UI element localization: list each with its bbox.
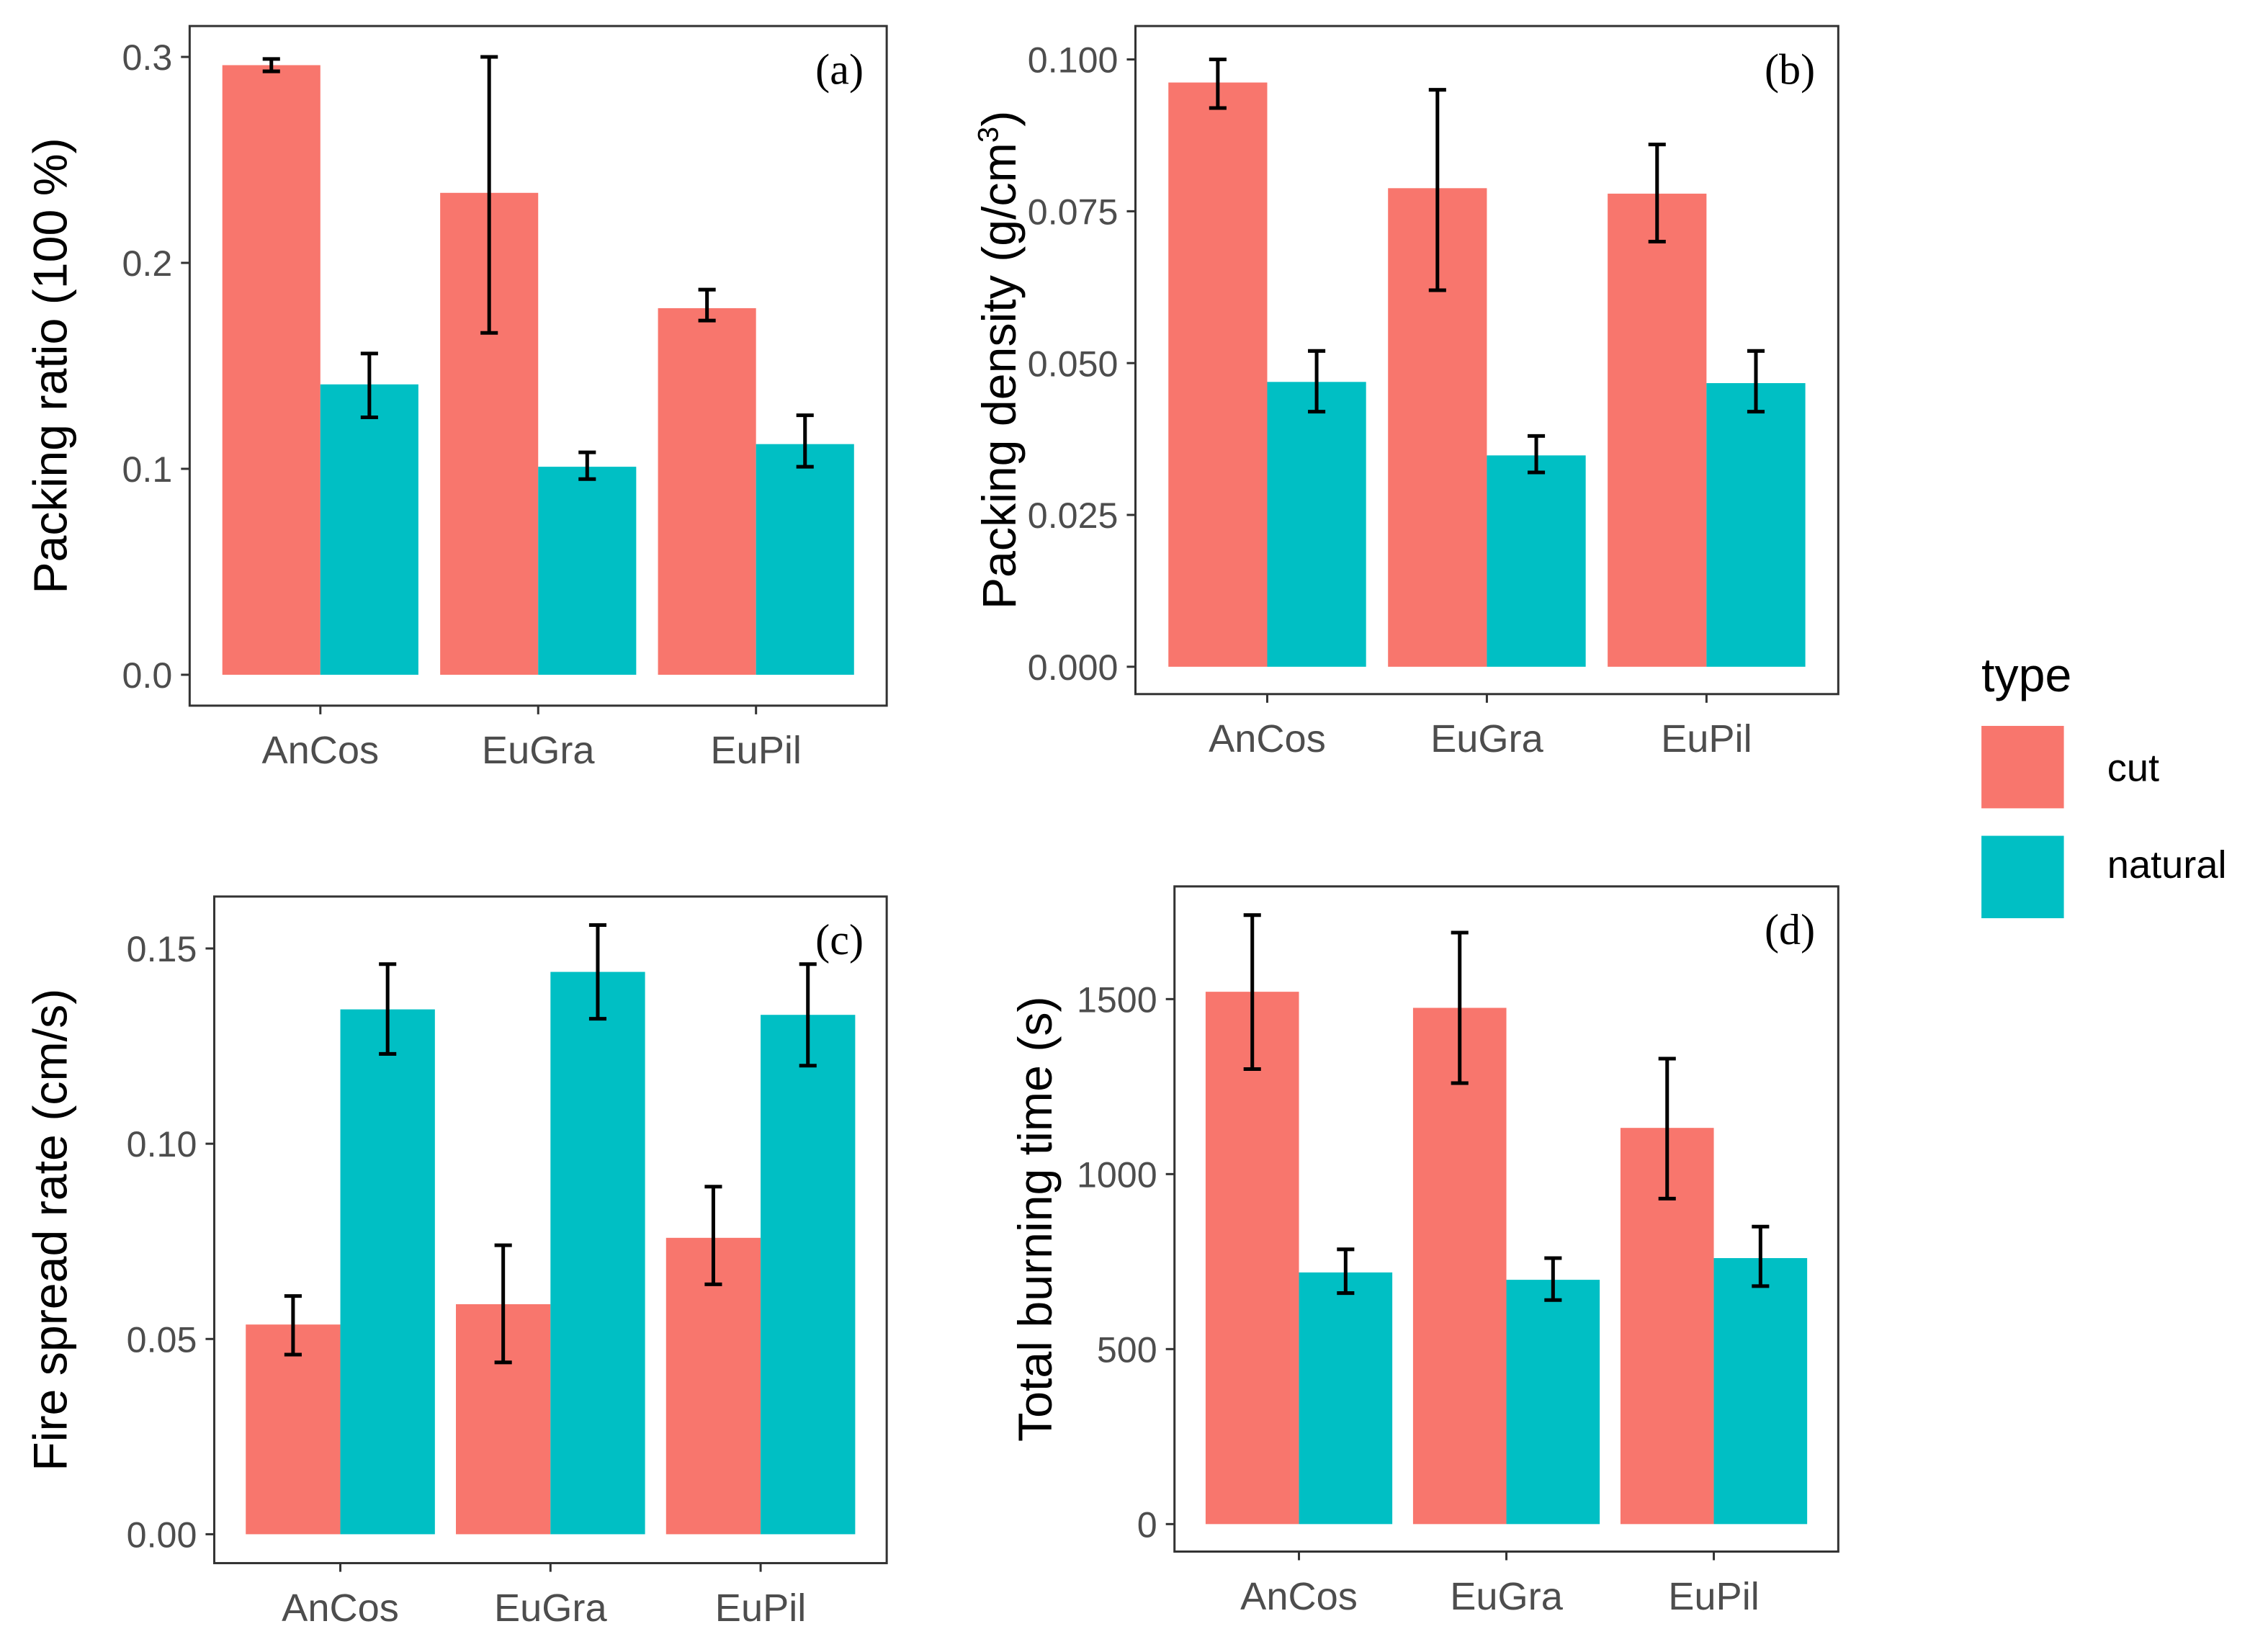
errorbar-cut-EuGra [1428, 88, 1446, 292]
panel-tag: (c) [815, 916, 864, 964]
errorbar-cut-EuGra [1451, 930, 1469, 1085]
y-axis-label-text: Total burning time (s) [1009, 996, 1062, 1442]
legend-label-cut: cut [2107, 746, 2159, 789]
y-axis-label: Fire spread rate (cm/s) [24, 989, 78, 1471]
errorbar-natural-AnCos [1308, 349, 1326, 414]
y-tick-label: 0.0 [122, 655, 172, 696]
legend-swatch-cut [1981, 725, 2064, 809]
y-tick-label: 0.050 [1028, 344, 1119, 384]
bar-cut-AnCos [1168, 82, 1268, 667]
y-tick-label: 0.100 [1028, 40, 1119, 81]
errorbar-cut-EuPil [698, 287, 716, 323]
bar-cut-EuPil [658, 308, 756, 675]
y-tick-label: 0.1 [122, 449, 172, 490]
x-tick-label: EuGra [494, 1587, 608, 1630]
y-tick-label: 0.00 [127, 1514, 197, 1555]
x-tick-label: EuPil [1661, 717, 1752, 760]
errorbar-natural-EuPil [1747, 349, 1765, 414]
bar-natural-EuPil [761, 1015, 856, 1535]
y-tick-label: 0.05 [127, 1319, 197, 1360]
panel-b: 0.000 0.025 0.050 0.075 0.100 AnCos EuGra EuPil… [972, 24, 1839, 760]
legend: type cut natural [1981, 649, 2227, 919]
bar-natural-EuPil [1706, 383, 1806, 667]
errorbar-natural-EuGra [588, 923, 607, 1021]
y-tick-label: 0.3 [122, 37, 172, 78]
x-tick-label: AnCos [261, 729, 379, 772]
y-tick-label: 0 [1137, 1504, 1157, 1545]
bar-natural-AnCos [320, 384, 418, 675]
panel-a: 0.0 0.1 0.2 0.3 AnCos EuGra EuPil Packing ratio… [24, 24, 888, 772]
bar-natural-AnCos [1267, 382, 1366, 667]
y-axis-label: Total burning time (s) [1009, 996, 1062, 1442]
errorbar-natural-AnCos [360, 351, 378, 420]
errorbar-cut-EuPil [1648, 143, 1666, 244]
y-axis-label-end: ) [973, 111, 1026, 127]
y-tick-label: 0.025 [1028, 495, 1119, 536]
bar-cut-EuGra [1412, 1008, 1507, 1525]
y-axis-label: Packing ratio (100 %) [24, 138, 78, 593]
panel-tag: (a) [815, 45, 864, 94]
y-axis-label: Packing density (g/cm3) [972, 111, 1026, 609]
x-tick-label: EuPil [715, 1587, 807, 1630]
bar-cut-AnCos [246, 1324, 341, 1535]
bar-natural-EuPil [1713, 1257, 1808, 1525]
errorbar-natural-EuGra [1544, 1256, 1562, 1302]
errorbar-cut-AnCos [284, 1294, 302, 1357]
y-axis-label-text: Packing density (g/cm [973, 143, 1026, 609]
y-tick-label: 0.2 [122, 243, 172, 284]
errorbar-natural-EuPil [799, 962, 817, 1068]
bar-natural-EuGra [1487, 455, 1586, 667]
x-tick-label: EuGra [1430, 717, 1544, 760]
y-axis-label-text: Fire spread rate (cm/s) [24, 989, 78, 1471]
errorbar-natural-EuGra [1527, 434, 1546, 475]
x-tick-label: AnCos [1240, 1575, 1358, 1618]
legend-title: type [1981, 649, 2071, 702]
y-tick-label: 0.075 [1028, 192, 1119, 232]
bar-natural-EuPil [756, 444, 854, 675]
errorbar-cut-EuPil [704, 1185, 722, 1286]
y-axis-label-superscript: 3 [972, 127, 1005, 143]
x-tick-label: EuPil [1668, 1575, 1760, 1618]
legend-label-natural: natural [2107, 843, 2227, 887]
legend-swatch-natural [1981, 835, 2064, 919]
x-tick-label: EuGra [482, 729, 596, 772]
x-tick-label: EuPil [710, 729, 802, 772]
errorbar-natural-EuPil [796, 413, 814, 469]
y-tick-label: 0.10 [127, 1124, 197, 1164]
panel-tag: (d) [1765, 906, 1815, 954]
errorbar-natural-AnCos [1337, 1247, 1355, 1296]
panel-c: 0.00 0.05 0.10 0.15 AnCos EuGra EuPil Fire spre… [24, 895, 888, 1630]
y-tick-label: 1000 [1077, 1154, 1157, 1195]
errorbar-natural-AnCos [379, 962, 397, 1056]
bar-cut-EuPil [665, 1237, 761, 1535]
x-tick-label: EuGra [1450, 1575, 1564, 1618]
x-tick-label: AnCos [282, 1587, 399, 1630]
y-tick-label: 1500 [1077, 979, 1157, 1020]
bar-natural-AnCos [1299, 1272, 1393, 1525]
y-tick-label: 500 [1097, 1329, 1157, 1370]
panel-tag: (b) [1765, 45, 1815, 94]
x-tick-label: AnCos [1209, 717, 1326, 760]
y-axis-label-text: Packing ratio (100 %) [24, 138, 78, 593]
bar-natural-AnCos [340, 1009, 435, 1535]
errorbar-cut-AnCos [1243, 913, 1261, 1072]
y-tick-label: 0.15 [127, 929, 197, 969]
errorbar-cut-AnCos [262, 57, 280, 73]
errorbar-natural-EuPil [1752, 1224, 1770, 1288]
errorbar-natural-EuGra [578, 450, 596, 481]
bar-natural-EuGra [1506, 1280, 1600, 1525]
errorbar-cut-AnCos [1209, 58, 1227, 110]
errorbar-cut-EuGra [480, 55, 498, 335]
panel-d: 0 500 1000 1500 AnCos EuGra EuPil Total burning… [1009, 885, 1839, 1618]
bar-cut-EuPil [1608, 193, 1707, 667]
bar-natural-EuGra [538, 467, 637, 675]
bar-natural-EuGra [550, 971, 645, 1535]
bar-cut-AnCos [1205, 992, 1299, 1525]
bar-cut-AnCos [222, 65, 321, 675]
errorbar-cut-EuGra [494, 1243, 512, 1365]
y-tick-label: 0.000 [1028, 647, 1119, 688]
errorbar-cut-EuPil [1658, 1056, 1676, 1201]
